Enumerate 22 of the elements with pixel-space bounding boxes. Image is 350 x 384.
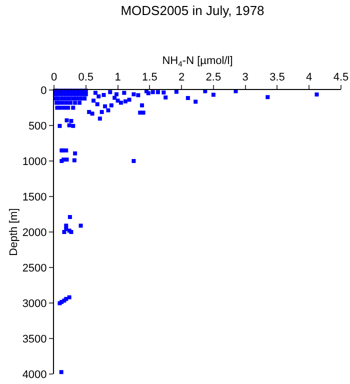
y-axis-title: Depth [m] xyxy=(8,208,20,256)
y-tick-label: 2000 xyxy=(22,226,47,239)
x-tick-label: 0.5 xyxy=(78,72,94,84)
x-tick-label: 4.5 xyxy=(333,72,349,84)
y-tick-label: 1000 xyxy=(22,156,47,168)
chart-title: MODS2005 in July, 1978 xyxy=(120,2,264,18)
y-tick-label: 0 xyxy=(40,84,47,97)
x-tick-label: 1.5 xyxy=(142,72,158,84)
x-tick-label: 1 xyxy=(114,72,121,84)
x-tick-label: 4 xyxy=(306,72,312,84)
x-tick-label: 2 xyxy=(178,72,185,84)
x-tick-label: 2.5 xyxy=(206,72,222,84)
x-axis-title: NH$_{4}$-N [µmol/l] xyxy=(162,55,233,69)
y-tick-label: 3500 xyxy=(22,333,47,346)
y-tick-label: 500 xyxy=(28,120,47,132)
x-tick-label: 0 xyxy=(50,72,58,84)
y-tick-label: 2500 xyxy=(22,262,47,274)
y-tick-label: 3000 xyxy=(22,298,47,310)
x-tick-label: 3 xyxy=(242,72,248,84)
y-tick-label: 4000 xyxy=(22,368,47,381)
y-tick-label: 1500 xyxy=(22,191,47,204)
x-tick-label: 3.5 xyxy=(270,72,285,84)
